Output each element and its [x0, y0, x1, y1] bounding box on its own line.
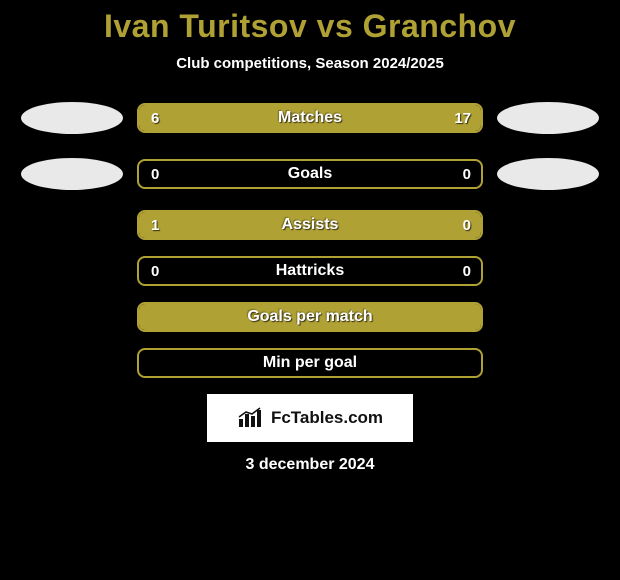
- bar-chart-icon: [237, 407, 265, 429]
- stat-value-left: 0: [151, 161, 159, 187]
- player-avatar-left: [17, 154, 127, 194]
- logo-badge: FcTables.com: [207, 394, 413, 442]
- stat-value-right: 0: [463, 161, 471, 187]
- stat-bar-fill-right: [228, 105, 481, 131]
- comparison-infographic: Ivan Turitsov vs Granchov Club competiti…: [0, 0, 620, 474]
- logo-text: FcTables.com: [271, 408, 383, 428]
- avatar-placeholder-icon: [21, 102, 123, 134]
- stat-row: 10Assists: [0, 210, 620, 240]
- avatar-placeholder-icon: [497, 102, 599, 134]
- subtitle: Club competitions, Season 2024/2025: [0, 55, 620, 72]
- stat-bar-fill-left: [139, 105, 228, 131]
- stats-list: 617Matches00Goals10Assists00HattricksGoa…: [0, 98, 620, 378]
- stat-bar: Min per goal: [137, 348, 483, 378]
- stat-row: Goals per match: [0, 302, 620, 332]
- stat-bar-fill-right: [399, 212, 481, 238]
- avatar-placeholder-icon: [497, 158, 599, 190]
- stat-value-right: 0: [463, 258, 471, 284]
- stat-bar: 10Assists: [137, 210, 483, 240]
- stat-value-left: 0: [151, 258, 159, 284]
- player-avatar-right: [493, 154, 603, 194]
- stat-row: 617Matches: [0, 98, 620, 138]
- stat-label: Hattricks: [139, 258, 481, 284]
- stat-bar: 617Matches: [137, 103, 483, 133]
- stat-row: Min per goal: [0, 348, 620, 378]
- player-avatar-right: [493, 98, 603, 138]
- stat-row: 0 0Hattricks: [0, 256, 620, 286]
- stat-bar-fill-left: [139, 304, 481, 330]
- stat-row: 0 0Goals: [0, 154, 620, 194]
- avatar-placeholder-icon: [21, 158, 123, 190]
- date-label: 3 december 2024: [0, 456, 620, 474]
- stat-bar: Goals per match: [137, 302, 483, 332]
- stat-label: Min per goal: [139, 350, 481, 376]
- stat-label: Goals: [139, 161, 481, 187]
- player-avatar-left: [17, 98, 127, 138]
- stat-bar: 0 0Hattricks: [137, 256, 483, 286]
- stat-bar-fill-left: [139, 212, 399, 238]
- stat-bar: 0 0Goals: [137, 159, 483, 189]
- page-title: Ivan Turitsov vs Granchov: [0, 8, 620, 45]
